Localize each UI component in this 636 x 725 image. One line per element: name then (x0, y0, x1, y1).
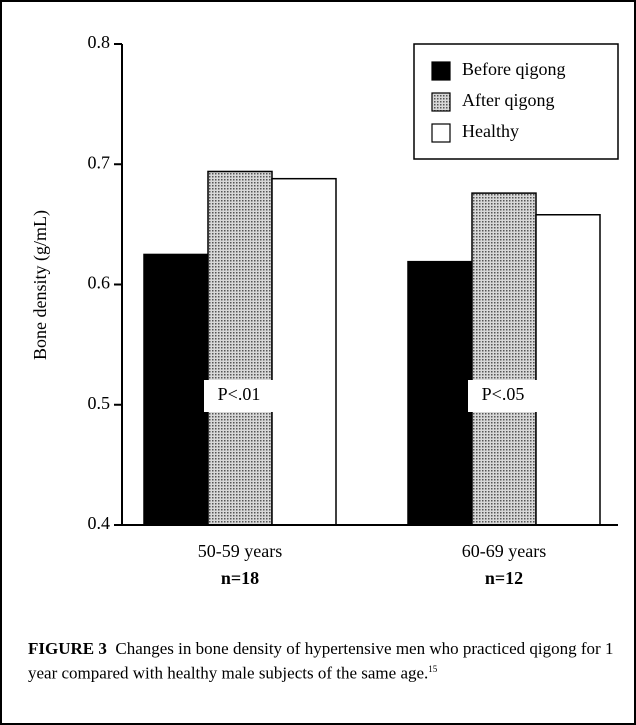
x-tick-sublabel: n=12 (485, 568, 523, 588)
caption: FIGURE 3 Changes in bone density of hype… (28, 638, 618, 684)
legend-label: Healthy (462, 121, 519, 141)
legend-label: After qigong (462, 90, 554, 110)
legend-swatch (431, 92, 451, 112)
legend-swatch (431, 61, 451, 81)
y-tick-label: 0.5 (88, 393, 111, 413)
annotation: P<.05 (482, 384, 525, 404)
y-tick-label: 0.4 (88, 513, 111, 533)
caption-label: FIGURE 3 (28, 639, 107, 658)
legend-swatch (431, 123, 451, 143)
y-axis-label: Bone density (g/mL) (30, 210, 51, 360)
bar (471, 192, 537, 526)
caption-reference: 15 (428, 664, 438, 674)
x-tick-label: 60-69 years (462, 541, 546, 561)
caption-text: Changes in bone density of hypertensive … (28, 639, 614, 683)
y-tick-label: 0.7 (88, 152, 111, 172)
x-tick-label: 50-59 years (198, 541, 282, 561)
bar (143, 253, 209, 526)
x-tick-sublabel: n=18 (221, 568, 259, 588)
annotation: P<.01 (218, 384, 261, 404)
y-tick-label: 0.8 (88, 32, 111, 52)
annotation-box (468, 380, 538, 412)
bar (407, 260, 473, 526)
annotation-box (204, 380, 274, 412)
chart: Bone density (g/mL) 0.4 0.5 0.6 0.7 0.8 50-59… (30, 32, 619, 588)
bar (207, 170, 273, 526)
legend-label: Before qigong (462, 59, 565, 79)
bar (271, 177, 337, 526)
y-tick-label: 0.6 (88, 273, 111, 293)
bar (535, 214, 601, 526)
